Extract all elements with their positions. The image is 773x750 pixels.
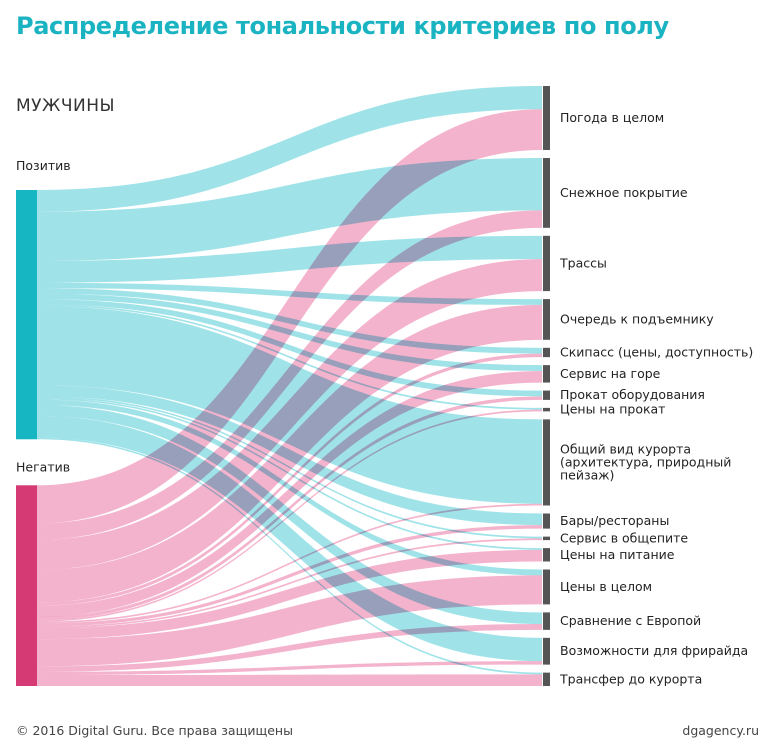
target-node-1 bbox=[543, 158, 550, 228]
target-node-9 bbox=[543, 513, 550, 529]
target-node-12 bbox=[543, 569, 550, 605]
target-label-14: Возможности для фрирайда bbox=[560, 643, 748, 658]
target-node-13 bbox=[543, 612, 550, 630]
target-label-10: Сервис в общепите bbox=[560, 530, 688, 545]
target-label-8: Общий вид курорта (архитектура, природный… bbox=[560, 441, 731, 482]
flow-positive-12 bbox=[37, 399, 542, 576]
target-label-4: Скипасс (цены, доступность) bbox=[560, 344, 753, 359]
flow-positive-8 bbox=[37, 306, 542, 504]
target-node-14 bbox=[543, 637, 550, 665]
target-label-line: Прокат оборудования bbox=[560, 387, 705, 402]
flow-positive-0 bbox=[37, 86, 542, 212]
flow-positive-4 bbox=[37, 288, 542, 354]
flow-positive-14 bbox=[37, 415, 542, 662]
target-label-line: Сервис на горе bbox=[560, 366, 661, 381]
target-label-line: Погода в целом bbox=[560, 110, 664, 125]
target-label-line: Снежное покрытие bbox=[560, 185, 688, 200]
target-label-line: Очередь к подъемнику bbox=[560, 311, 714, 326]
target-label-line: Цены на питание bbox=[560, 547, 675, 562]
target-label-line: Трассы bbox=[559, 255, 607, 270]
target-label-0: Погода в целом bbox=[560, 110, 664, 125]
flow-negative-14 bbox=[37, 661, 542, 676]
target-node-0 bbox=[543, 86, 550, 150]
target-node-4 bbox=[543, 347, 550, 358]
flow-negative-6 bbox=[37, 396, 542, 620]
target-label-line: Цены на прокат bbox=[560, 402, 665, 417]
label-layer: Позитив Негатив Погода в целом Снежное покр… bbox=[16, 110, 753, 686]
flow-negative-15 bbox=[37, 674, 542, 686]
target-label-1: Снежное покрытие bbox=[560, 185, 688, 200]
target-label-line: (архитектура, природный bbox=[560, 454, 731, 469]
target-node-6 bbox=[543, 390, 550, 400]
target-node-15 bbox=[543, 672, 550, 686]
target-node-11 bbox=[543, 548, 550, 562]
target-label-line: пейзаж) bbox=[560, 467, 614, 482]
flow-positive-15 bbox=[37, 437, 542, 675]
flow-negative-11 bbox=[37, 549, 542, 640]
target-label-line: Цены в целом bbox=[560, 579, 652, 594]
target-node-7 bbox=[543, 407, 550, 412]
copyright: © 2016 Digital Guru. Все права защищены bbox=[16, 723, 293, 738]
target-label-15: Трансфер до курорта bbox=[559, 671, 702, 686]
flow-negative-9 bbox=[37, 525, 542, 627]
target-label-line: Возможности для фрирайда bbox=[560, 643, 748, 658]
target-label-line: Сравнение с Европой bbox=[560, 613, 701, 628]
target-label-2: Трассы bbox=[559, 255, 607, 270]
flow-positive-9 bbox=[37, 385, 542, 526]
flow-positive-2 bbox=[37, 235, 542, 283]
target-label-3: Очередь к подъемнику bbox=[560, 311, 714, 326]
target-label-12: Цены в целом bbox=[560, 579, 652, 594]
source-label-negative: Негатив bbox=[16, 459, 70, 474]
flow-positive-7 bbox=[37, 304, 542, 410]
flow-positive-11 bbox=[37, 397, 542, 550]
flow-negative-0 bbox=[37, 109, 542, 524]
target-node-5 bbox=[543, 365, 550, 383]
section-label: МУЖЧИНЫ bbox=[16, 96, 115, 116]
node-layer bbox=[16, 86, 550, 686]
flow-positive-5 bbox=[37, 293, 542, 371]
chart-title: Распределение тональности критериев по п… bbox=[16, 12, 669, 40]
target-label-line: Общий вид курорта bbox=[560, 441, 691, 456]
source-label-positive: Позитив bbox=[16, 158, 71, 173]
source-node-positive bbox=[16, 190, 37, 440]
flow-positive-13 bbox=[37, 404, 542, 625]
target-node-8 bbox=[543, 419, 550, 506]
target-label-line: Трансфер до курорта bbox=[559, 671, 702, 686]
flow-negative-10 bbox=[37, 538, 542, 629]
target-label-6: Прокат оборудования bbox=[560, 387, 705, 402]
target-node-10 bbox=[543, 536, 550, 541]
target-label-line: Сервис в общепите bbox=[560, 530, 688, 545]
target-node-3 bbox=[543, 299, 550, 340]
target-label-7: Цены на прокат bbox=[560, 402, 665, 417]
source-node-negative bbox=[16, 485, 37, 686]
flow-negative-13 bbox=[37, 624, 542, 672]
target-label-9: Бары/рестораны bbox=[560, 513, 669, 528]
flow-positive-3 bbox=[37, 282, 542, 305]
flow-positive-10 bbox=[37, 396, 542, 539]
flow-positive-1 bbox=[37, 158, 542, 261]
flow-positive-6 bbox=[37, 299, 542, 397]
target-label-line: Бары/рестораны bbox=[560, 513, 669, 528]
flow-negative-8 bbox=[37, 503, 542, 624]
flow-negative-5 bbox=[37, 370, 542, 617]
flow-layer bbox=[37, 86, 542, 686]
target-label-11: Цены на питание bbox=[560, 547, 675, 562]
target-node-2 bbox=[543, 235, 550, 292]
target-label-13: Сравнение с Европой bbox=[560, 613, 701, 628]
target-label-5: Сервис на горе bbox=[560, 366, 661, 381]
flow-negative-4 bbox=[37, 353, 542, 606]
site-link[interactable]: dgagency.ru bbox=[682, 723, 759, 738]
target-label-line: Скипасс (цены, доступность) bbox=[560, 344, 753, 359]
